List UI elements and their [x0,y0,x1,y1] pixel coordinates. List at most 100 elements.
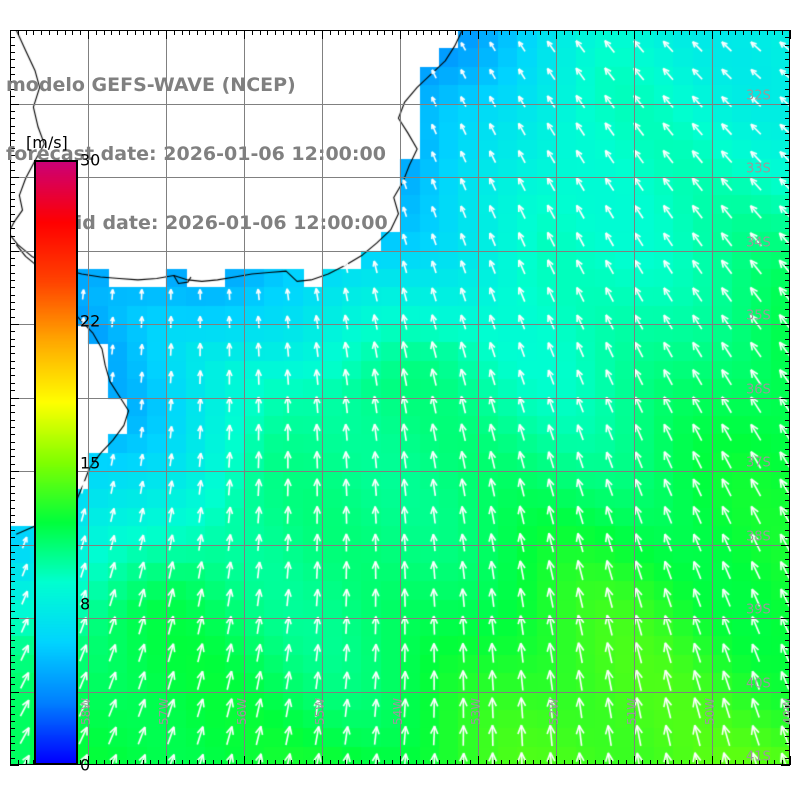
tick-right [785,655,790,656]
tick-left [10,89,15,90]
tick-top [564,30,565,35]
tick-bottom [88,756,89,765]
tick-bottom [244,756,245,765]
tick-top [306,30,307,35]
tick-bottom [338,760,339,765]
latitude-label-37S: 37S [746,455,771,471]
tick-right [785,567,790,568]
tick-top [408,30,409,35]
tick-top [189,30,190,35]
colorbar-tick-0: 0 [80,755,91,775]
tick-right [785,486,790,487]
tick-top [143,30,144,35]
colorbar-tick-8: 8 [80,594,91,614]
tick-right [785,368,790,369]
tick-right [785,530,790,531]
tick-left [10,273,15,274]
tick-left [10,633,15,634]
tick-right [785,493,790,494]
tick-left [10,59,15,60]
tick-left [10,427,15,428]
latitude-label-39S: 39S [746,602,771,618]
tick-right [781,104,790,105]
tick-top [26,30,27,35]
tick-left [10,669,15,670]
tick-right [785,148,790,149]
tick-top [49,30,50,35]
tick-left [10,655,15,656]
tick-top [361,30,362,35]
tick-right [785,442,790,443]
tick-top [41,30,42,35]
tick-left [10,339,15,340]
tick-bottom [189,760,190,765]
tick-right [785,214,790,215]
tick-bottom [221,760,222,765]
tick-left [10,199,15,200]
tick-bottom [314,760,315,765]
tick-top [509,30,510,35]
tick-right [785,81,790,82]
tick-left [10,500,15,501]
gridline-vertical [478,30,479,765]
tick-top [689,30,690,35]
tick-top [174,30,175,35]
tick-bottom [392,760,393,765]
tick-right [785,375,790,376]
tick-top [228,30,229,35]
tick-bottom [774,760,775,765]
tick-left [10,530,15,531]
tick-left [10,736,15,737]
tick-left [10,596,15,597]
tick-left [10,302,15,303]
tick-bottom [447,760,448,765]
tick-right [785,611,790,612]
tick-bottom [689,760,690,765]
tick-right [785,390,790,391]
tick-bottom [626,760,627,765]
tick-bottom [704,760,705,765]
tick-bottom [182,760,183,765]
tick-top [158,30,159,35]
tick-right [785,67,790,68]
tick-bottom [96,760,97,765]
tick-bottom [400,756,401,765]
tick-top [665,30,666,35]
tick-bottom [478,756,479,765]
tick-top [478,30,479,39]
tick-left [10,699,15,700]
tick-right [785,522,790,523]
tick-left [10,603,15,604]
tick-right [785,743,790,744]
tick-bottom [10,756,11,765]
tick-left [10,375,15,376]
tick-bottom [657,760,658,765]
tick-bottom [751,760,752,765]
tick-top [18,30,19,35]
tick-top [587,30,588,35]
gridline-vertical [244,30,245,765]
tick-bottom [470,760,471,765]
gridline-horizontal [10,618,790,619]
tick-top [119,30,120,35]
tick-bottom [166,756,167,765]
tick-bottom [330,760,331,765]
tick-left [10,243,15,244]
tick-left [10,81,15,82]
tick-bottom [642,760,643,765]
tick-bottom [33,760,34,765]
tick-top [572,30,573,35]
tick-bottom [790,756,791,765]
tick-right [785,346,790,347]
tick-right [785,309,790,310]
tick-right [785,552,790,553]
tick-top [291,30,292,35]
tick-top [205,30,206,35]
tick-right [785,669,790,670]
tick-bottom [712,756,713,765]
tick-left [10,442,15,443]
tick-bottom [119,760,120,765]
longitude-label-56W: 56W [235,697,249,725]
gridline-vertical [712,30,713,765]
gridline-vertical [634,30,635,765]
